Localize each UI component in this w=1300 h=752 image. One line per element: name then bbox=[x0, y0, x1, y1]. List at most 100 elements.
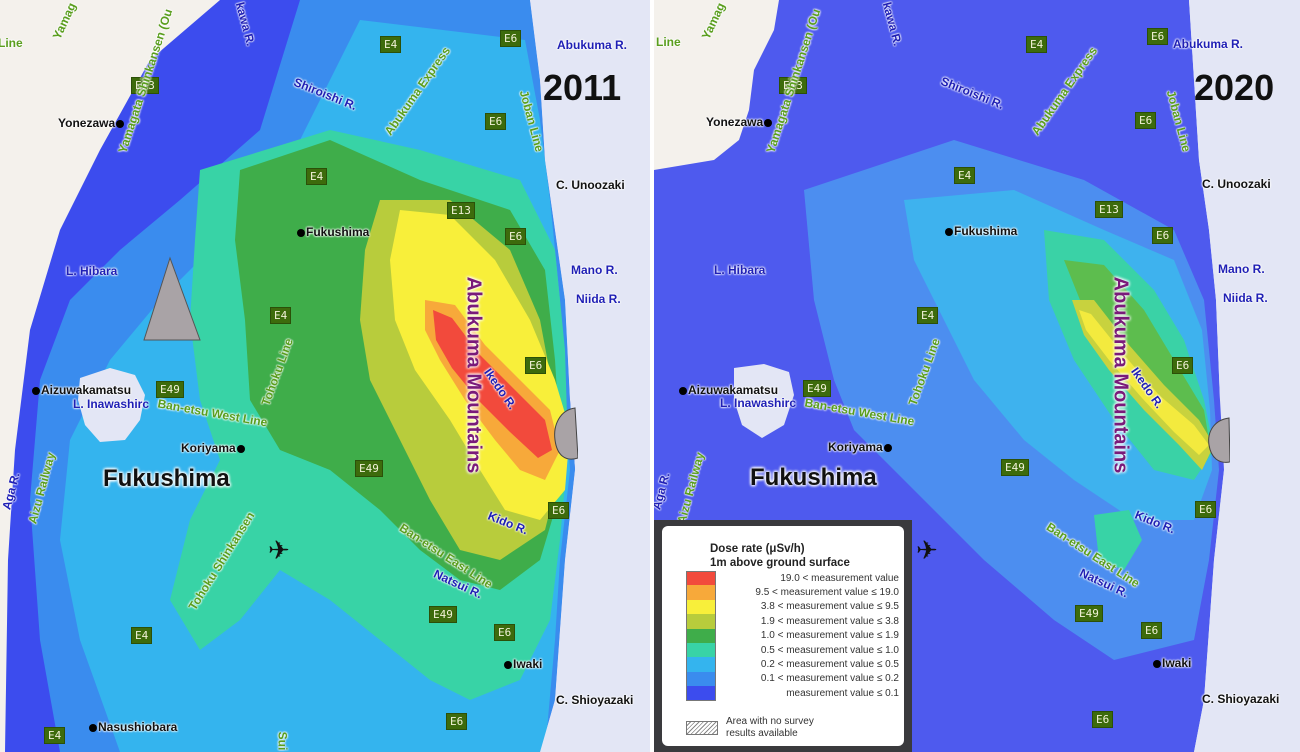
legend-entry: 1.0 < measurement value ≤ 1.9 bbox=[686, 628, 899, 643]
legend-swatch bbox=[686, 585, 716, 600]
highway-badge-e49: E49 bbox=[156, 381, 184, 398]
city-label-fukushima: Fukushima bbox=[944, 225, 1017, 237]
highway-badge-e6: E6 bbox=[446, 713, 468, 730]
legend-label: 1.0 < measurement value ≤ 1.9 bbox=[760, 630, 899, 642]
legend-swatch bbox=[686, 642, 716, 658]
legend-entries: 19.0 < measurement value 9.5 < measureme… bbox=[686, 571, 899, 701]
legend-label: 9.5 < measurement value ≤ 19.0 bbox=[755, 587, 899, 599]
lake-label-hibara: L. Hibara bbox=[714, 263, 766, 277]
highway-badge-e4: E4 bbox=[380, 36, 402, 53]
highway-badge-e6: E6 bbox=[1141, 622, 1163, 639]
highway-badge-e49: E49 bbox=[429, 606, 457, 623]
legend-entry: measurement value ≤ 0.1 bbox=[686, 686, 899, 701]
legend-swatch bbox=[686, 671, 716, 687]
legend-swatch bbox=[686, 686, 716, 701]
highway-badge-e6: E6 bbox=[1135, 112, 1157, 129]
highway-badge-e6: E6 bbox=[494, 624, 516, 641]
highway-badge-e6: E6 bbox=[1172, 357, 1194, 374]
year-label: 2011 bbox=[543, 67, 622, 108]
airport-icon: ✈ bbox=[268, 535, 290, 565]
legend-entry: 0.1 < measurement value ≤ 0.2 bbox=[686, 671, 899, 687]
lake-label-hibara: L. Hibara bbox=[66, 264, 118, 278]
mountains-label: Abukuma Mountains bbox=[462, 276, 485, 474]
legend-card: Dose rate (μSv/h) 1m above ground surfac… bbox=[662, 526, 904, 746]
river-label-niida: Niida R. bbox=[576, 292, 621, 306]
city-label-aizuwakamatsu: Aizuwakamatsu bbox=[31, 384, 131, 396]
legend-swatch bbox=[686, 599, 716, 615]
legend-label: 0.2 < measurement value ≤ 0.5 bbox=[760, 659, 899, 671]
legend-entry: 19.0 < measurement value bbox=[686, 571, 899, 586]
nodata-line1: Area with no survey bbox=[726, 716, 814, 727]
city-marker-icon bbox=[883, 443, 892, 452]
legend-entry: 0.2 < measurement value ≤ 0.5 bbox=[686, 657, 899, 672]
city-marker-icon bbox=[1153, 659, 1161, 668]
city-label-koriyama: Koriyama bbox=[181, 442, 246, 454]
legend-title-line1: Dose rate (μSv/h) bbox=[710, 543, 805, 555]
city-marker-icon bbox=[89, 723, 97, 732]
highway-badge-e6: E6 bbox=[1195, 501, 1217, 518]
river-label-mano: Mano R. bbox=[571, 263, 618, 277]
legend-nodata-label: Area with no survey results available bbox=[726, 716, 814, 740]
rail-label-line: Line bbox=[656, 35, 681, 49]
river-label-niida: Niida R. bbox=[1223, 291, 1268, 305]
highway-badge-e13: E13 bbox=[131, 77, 159, 94]
city-marker-icon bbox=[504, 660, 512, 669]
legend-label: 3.8 < measurement value ≤ 9.5 bbox=[760, 601, 899, 613]
highway-badge-e6: E6 bbox=[525, 357, 547, 374]
cape-label-shioyazaki: C. Shioyazaki bbox=[556, 693, 634, 707]
highway-badge-e13: E13 bbox=[447, 202, 475, 219]
highway-badge-e4: E4 bbox=[44, 727, 66, 744]
city-marker-icon bbox=[764, 118, 773, 127]
airport-icon: ✈ bbox=[916, 535, 938, 565]
highway-badge-e49: E49 bbox=[803, 380, 831, 397]
nodata-line2: results available bbox=[726, 728, 798, 739]
highway-badge-e4: E4 bbox=[131, 627, 153, 644]
highway-badge-e6: E6 bbox=[1152, 227, 1174, 244]
highway-badge-e4: E4 bbox=[917, 307, 939, 324]
city-marker-icon bbox=[297, 228, 305, 237]
hatch-pattern-icon bbox=[686, 721, 718, 735]
city-label-nasushiobara: Nasushiobara bbox=[88, 721, 177, 733]
city-marker-icon bbox=[32, 386, 40, 395]
city-label-iwaki: Iwaki bbox=[503, 658, 542, 670]
legend-label: 1.9 < measurement value ≤ 3.8 bbox=[760, 615, 899, 627]
highway-badge-e6: E6 bbox=[548, 502, 570, 519]
highway-badge-e4: E4 bbox=[306, 168, 328, 185]
city-label-koriyama: Koriyama bbox=[828, 441, 893, 453]
dose-map-2011 bbox=[0, 0, 579, 752]
highway-badge-e6: E6 bbox=[500, 30, 522, 47]
river-label-abukuma: Abukuma R. bbox=[557, 38, 628, 52]
highway-badge-e49: E49 bbox=[1075, 605, 1103, 622]
cape-label-unoozaki: C. Unoozaki bbox=[556, 178, 625, 192]
highway-badge-e6: E6 bbox=[1092, 711, 1114, 728]
highway-badge-e4: E4 bbox=[270, 307, 292, 324]
legend-swatch bbox=[686, 571, 716, 586]
highway-badge-e6: E6 bbox=[1147, 28, 1169, 45]
legend-label: 0.5 < measurement value ≤ 1.0 bbox=[760, 644, 899, 656]
prefecture-label: Fukushima bbox=[103, 465, 230, 492]
city-marker-icon bbox=[679, 386, 687, 395]
legend-swatch bbox=[686, 628, 716, 643]
panel-divider bbox=[650, 0, 654, 752]
city-label-iwaki: Iwaki bbox=[1152, 657, 1191, 669]
lake-label-inawashiro: L. Inawashirc bbox=[720, 396, 797, 410]
legend-nodata-entry: Area with no survey results available bbox=[686, 716, 814, 740]
prefecture-label: Fukushima bbox=[750, 464, 877, 491]
legend-entry: 9.5 < measurement value ≤ 19.0 bbox=[686, 585, 899, 600]
legend-swatch bbox=[686, 657, 716, 672]
highway-badge-e13: E13 bbox=[1095, 201, 1123, 218]
legend-title-line2: 1m above ground surface bbox=[710, 557, 850, 569]
highway-badge-e49: E49 bbox=[1001, 459, 1029, 476]
legend-label: 0.1 < measurement value ≤ 0.2 bbox=[760, 673, 899, 685]
lake-label-inawashiro: L. Inawashirc bbox=[73, 397, 150, 411]
city-marker-icon bbox=[945, 227, 953, 236]
city-marker-icon bbox=[116, 119, 125, 128]
dose-rate-legend: Dose rate (μSv/h) 1m above ground surfac… bbox=[654, 520, 912, 752]
legend-entry: 1.9 < measurement value ≤ 3.8 bbox=[686, 614, 899, 629]
highway-badge-e4: E4 bbox=[1026, 36, 1048, 53]
highway-badge-e6: E6 bbox=[505, 228, 527, 245]
river-label-mano: Mano R. bbox=[1218, 262, 1265, 276]
cape-label-shioyazaki: C. Shioyazaki bbox=[1202, 692, 1280, 706]
city-label-fukushima: Fukushima bbox=[296, 226, 369, 238]
river-label-abukuma: Abukuma R. bbox=[1173, 37, 1244, 51]
